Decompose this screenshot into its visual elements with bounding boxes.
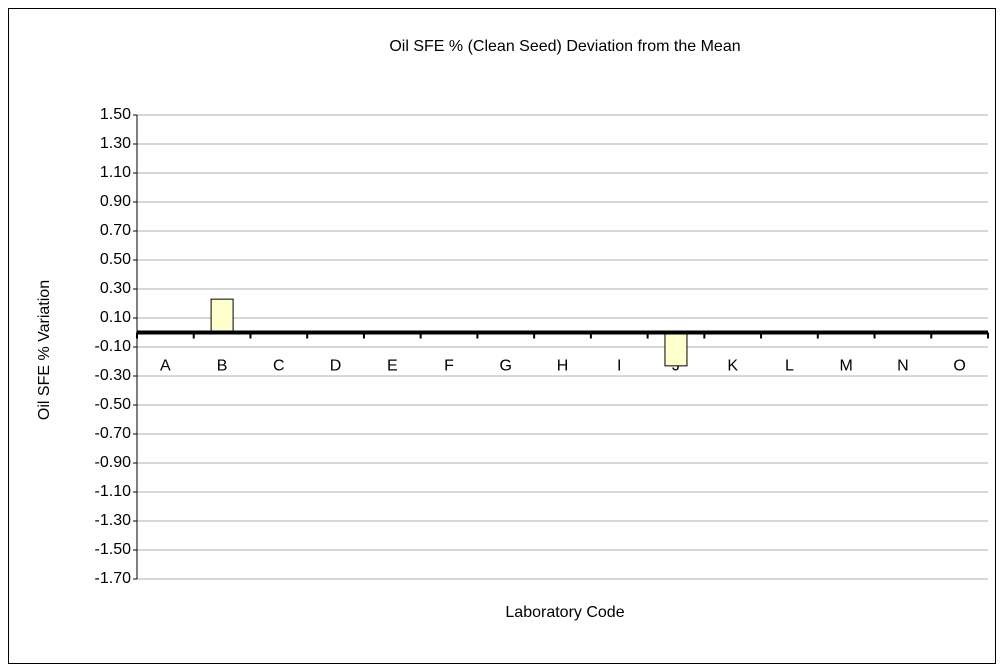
x-axis-title: Laboratory Code (505, 604, 624, 621)
chart-border (8, 8, 996, 664)
y-tick-label: 1.30 (100, 135, 131, 152)
x-tick-label: F (444, 358, 454, 375)
y-tick-label: -1.50 (95, 541, 132, 558)
y-tick-label: 1.50 (100, 106, 131, 123)
y-tick-label: 0.10 (100, 309, 131, 326)
x-tick-label: E (387, 358, 398, 375)
x-tick-label: K (727, 358, 738, 375)
x-tick-label: M (840, 358, 853, 375)
y-tick-label: 1.10 (100, 164, 131, 181)
x-tick-label: N (897, 358, 909, 375)
y-tick-label: -0.70 (95, 425, 132, 442)
x-tick-label: G (500, 358, 512, 375)
x-tick-label: H (557, 358, 569, 375)
x-tick-label: L (785, 358, 794, 375)
y-tick-label: -0.30 (95, 367, 132, 384)
y-axis-title: Oil SFE % Variation (36, 280, 53, 420)
y-tick-label: -0.90 (95, 454, 132, 471)
x-tick-label: D (330, 358, 342, 375)
y-tick-label: 0.50 (100, 251, 131, 268)
y-tick-label: 0.70 (100, 222, 131, 239)
x-tick-label: I (617, 358, 621, 375)
x-tick-label: O (953, 358, 965, 375)
y-tick-label: -1.70 (95, 570, 132, 587)
y-tick-label: -0.10 (95, 338, 132, 355)
x-tick-label: B (217, 358, 228, 375)
bar (210, 298, 234, 333)
y-tick-label: 0.90 (100, 193, 131, 210)
x-tick-label: C (273, 358, 285, 375)
chart-title: Oil SFE % (Clean Seed) Deviation from th… (389, 38, 740, 55)
y-tick-label: -1.30 (95, 512, 132, 529)
y-tick-label: 0.30 (100, 280, 131, 297)
y-tick-label: -1.10 (95, 483, 132, 500)
y-tick-label: -0.50 (95, 396, 132, 413)
bar (664, 332, 688, 367)
x-tick-label: A (160, 358, 171, 375)
